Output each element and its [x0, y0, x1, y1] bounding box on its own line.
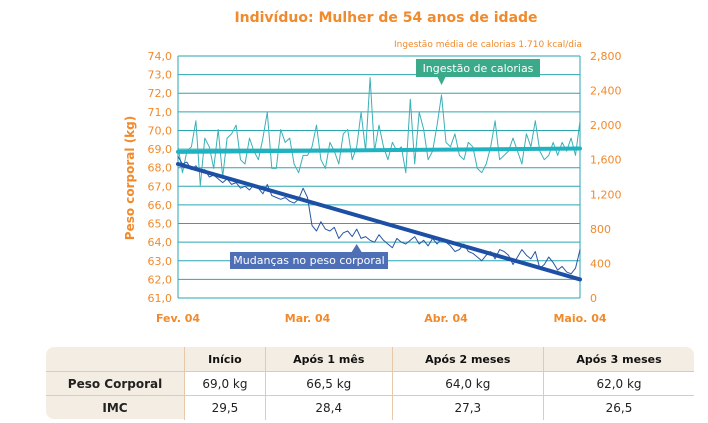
calorie-label: Ingestão de calorias — [423, 62, 534, 75]
x-tick-label: Abr. 04 — [424, 312, 468, 325]
y2-tick-label: 2,800 — [590, 50, 622, 63]
chart-title: Indivíduo: Mulher de 54 anos de idade — [234, 10, 537, 26]
summary-table: Início Após 1 mês Após 2 meses Após 3 me… — [46, 347, 694, 420]
weight-label: Mudanças no peso corporal — [233, 254, 384, 267]
y-tick-label: 61,0 — [148, 292, 173, 305]
y2-tick-label: 2,000 — [590, 119, 622, 132]
x-tick-label: Fev. 04 — [156, 312, 200, 325]
table-cell: 66,5 kg — [264, 371, 393, 396]
y2-tick-label: 0 — [590, 292, 597, 305]
y2-tick-label: 1,600 — [590, 154, 622, 167]
x-tick-label: Maio. 04 — [553, 312, 606, 325]
weight-trend-line — [176, 162, 582, 282]
y-tick-label: 73,0 — [148, 69, 173, 82]
y-tick-label: 62,0 — [148, 273, 173, 286]
y-tick-label: 70,0 — [148, 124, 173, 137]
table-cell: 27,3 — [391, 395, 544, 420]
row-label: IMC — [102, 401, 128, 415]
x-tick-label: Mar. 04 — [285, 312, 331, 325]
y-tick-label: 71,0 — [148, 106, 173, 119]
y-tick-label: 63,0 — [148, 255, 173, 268]
column-header: Após 1 mês — [264, 347, 393, 372]
y-tick-label: 67,0 — [148, 180, 173, 193]
summary-table-panel: Início Após 1 mês Após 2 meses Após 3 me… — [46, 347, 694, 420]
row-label: Peso Corporal — [67, 376, 163, 391]
column-header: Após 3 meses — [542, 347, 694, 372]
column-header: Após 2 meses — [391, 347, 544, 372]
calorie-average-line — [176, 146, 582, 154]
y2-tick-label: 1,200 — [590, 188, 622, 201]
weight-badge — [230, 252, 388, 269]
y-tick-label: 66,0 — [148, 199, 173, 212]
y-axis-label: Peso corporal (kg) — [123, 116, 137, 240]
weight-badge-pointer — [351, 244, 362, 252]
column-header: Início — [184, 347, 266, 372]
table-header-row: Início Após 1 mês Após 2 meses Após 3 me… — [46, 347, 694, 372]
table-row: Peso Corporal 69,0 kg 66,5 kg 64,0 kg 62… — [46, 371, 694, 396]
y2-tick-label: 800 — [590, 223, 611, 236]
table-cell: 26,5 — [542, 395, 694, 420]
table-cell: 29,5 — [184, 395, 266, 420]
y2-tick-label: 400 — [590, 257, 611, 270]
chart-subtitle: Ingestão média de calorias 1.710 kcal/di… — [394, 39, 582, 50]
table-cell: 64,0 kg — [391, 371, 544, 396]
table-corner — [46, 347, 185, 372]
y-tick-label: 68,0 — [148, 162, 173, 175]
x-axis-ticks: Fev. 04 Mar. 04 Abr. 04 Maio. 04 — [156, 312, 607, 325]
weight-change-line — [177, 156, 581, 275]
calorie-intake-line — [177, 77, 581, 187]
weight-calorie-chart: Indivíduo: Mulher de 54 anos de idade In… — [123, 10, 622, 325]
y-tick-label: 74,0 — [148, 50, 173, 63]
series-layer — [176, 77, 582, 282]
y2-tick-label: 2,400 — [590, 85, 622, 98]
y-tick-label: 69,0 — [148, 143, 173, 156]
annotation-layer: Ingestão de calorias Mudanças no peso cor… — [230, 59, 540, 269]
y-tick-label: 64,0 — [148, 236, 173, 249]
table-cell: 28,4 — [264, 395, 393, 420]
left-axis-ticks: 61,0 62,0 63,0 64,0 65,0 66,0 67,0 68,0 69,0 70,0… — [148, 50, 173, 305]
table-row: IMC 29,5 28,4 27,3 26,5 — [46, 395, 694, 420]
table-cell: 69,0 kg — [184, 371, 266, 396]
calorie-badge — [416, 59, 540, 77]
table-cell: 62,0 kg — [542, 371, 694, 396]
y-tick-label: 72,0 — [148, 87, 173, 100]
right-axis-ticks: 0 400 800 1,200 1,600 2,000 2,400 2,800 — [590, 50, 622, 305]
calorie-badge-pointer — [437, 77, 446, 85]
y-tick-label: 65,0 — [148, 218, 173, 231]
